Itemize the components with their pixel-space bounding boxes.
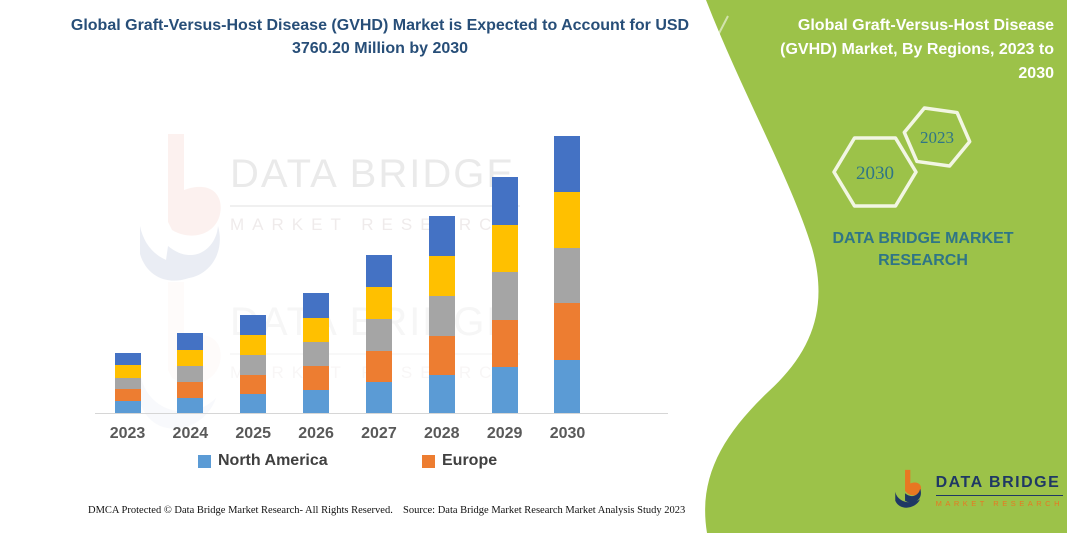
bar-segment	[554, 359, 581, 413]
stacked-bar-2023	[114, 352, 141, 413]
plot-area	[95, 136, 668, 413]
x-axis-label: 2030	[549, 425, 586, 442]
bar-segment	[365, 287, 392, 320]
bar-segment	[365, 351, 392, 383]
bar-segment	[114, 352, 141, 366]
bar-segment	[491, 366, 518, 413]
bar-segment	[428, 256, 455, 297]
x-axis-labels: 2023 2024 2025 2026 2027 2028 2029 2030	[0, 425, 1067, 447]
bar-segment	[240, 374, 267, 395]
x-axis-label: 2024	[172, 425, 209, 442]
hexagon-small	[902, 106, 972, 168]
bar-segment	[428, 335, 455, 375]
stacked-bar-2025	[240, 315, 267, 413]
x-axis-label: 2023	[109, 425, 146, 442]
legend-label: North America	[218, 452, 328, 469]
stacked-bar-2029	[491, 177, 518, 413]
x-axis-label: 2025	[235, 425, 271, 442]
bar-segment	[428, 216, 455, 257]
legend-item-europe: Europe	[422, 452, 497, 470]
stacked-bar-2026	[303, 292, 330, 413]
bar-segment	[177, 397, 204, 413]
bar-segment	[177, 333, 204, 350]
bar-segment	[240, 315, 267, 336]
logo-sub-text: MARKET RESEARCH	[935, 499, 1063, 508]
bar-segment	[491, 177, 518, 225]
bar-segment	[114, 389, 141, 402]
page-title: Global Graft-Versus-Host Disease (GVHD) …	[70, 17, 690, 58]
source-note: Source: Data Bridge Market Research Mark…	[403, 505, 686, 516]
bar-segment	[554, 136, 581, 192]
bar-segment	[177, 349, 204, 366]
hexagon-year-2023: 2023	[920, 128, 954, 147]
bar-segment	[240, 355, 267, 375]
bar-segment	[428, 374, 455, 413]
bar-segment	[177, 381, 204, 398]
company-logo-icon	[895, 469, 922, 508]
bar-segment	[428, 296, 455, 336]
bar-segment	[114, 401, 141, 413]
legend-swatch	[422, 454, 435, 468]
x-axis-line	[95, 413, 668, 414]
brand-caption: DATA BRIDGE MARKET RESEARCH	[832, 230, 1014, 269]
hexagons: 2030 2023	[832, 106, 972, 208]
panel-title: Global Graft-Versus-Host Disease (GVHD) …	[780, 17, 1054, 82]
legend-label: Europe	[442, 452, 498, 469]
bar-segment	[554, 302, 581, 360]
x-axis-label: 2027	[361, 425, 397, 442]
hexagon-year-2030: 2030	[856, 163, 894, 184]
legend-item-north-america: North America	[198, 452, 328, 470]
bar-segment	[303, 292, 330, 318]
bar-segment	[554, 247, 581, 303]
bar-segment	[177, 365, 204, 382]
logo-brand-text: DATA BRIDGE	[935, 474, 1063, 496]
bar-segment	[114, 365, 141, 378]
stacked-bar-2027	[365, 255, 392, 413]
bar-segment	[491, 272, 518, 320]
stacked-bar-2030	[554, 136, 581, 413]
dmca-notice: DMCA Protected © Data Bridge Market Rese…	[88, 505, 393, 516]
x-axis-label: 2029	[486, 425, 523, 442]
stacked-bar-2028	[428, 216, 455, 413]
bar-segment	[303, 317, 330, 342]
bar-segment	[365, 255, 392, 288]
x-axis-label: 2028	[423, 425, 460, 442]
bar-segment	[554, 192, 581, 248]
bar-segment	[303, 365, 330, 390]
x-axis-label: 2026	[298, 425, 334, 442]
company-logo: DATA BRIDGE MARKET RESEARCH	[893, 466, 1063, 516]
chart-legend: North America Europe	[0, 452, 700, 474]
bar-segment	[365, 319, 392, 352]
bar-segment	[491, 319, 518, 367]
hexagon-large	[832, 136, 918, 208]
bar-segment	[114, 377, 141, 390]
legend-swatch	[198, 454, 211, 468]
bar-segment	[365, 382, 392, 413]
bar-segment	[240, 394, 267, 413]
bar-segment	[491, 224, 518, 273]
bar-segment	[303, 389, 330, 413]
stacked-bar-2024	[177, 333, 204, 413]
bar-segment	[303, 341, 330, 366]
bar-segment	[240, 335, 267, 356]
panel-accent-line	[701, 15, 729, 67]
